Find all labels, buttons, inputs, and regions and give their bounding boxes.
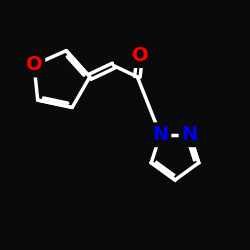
Text: O: O <box>26 56 42 74</box>
Text: N: N <box>152 125 168 144</box>
Text: N: N <box>182 125 198 144</box>
Text: O: O <box>132 46 148 65</box>
